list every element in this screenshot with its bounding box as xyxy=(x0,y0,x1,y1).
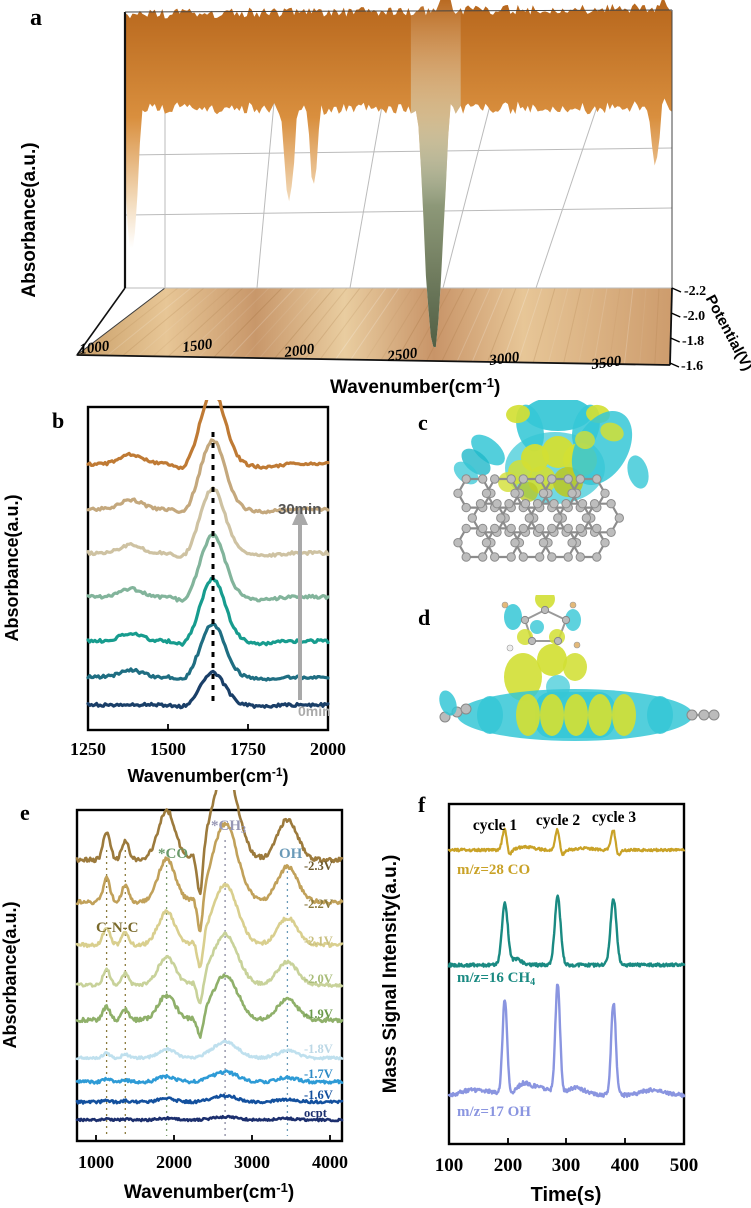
svg-text:-2.1V: -2.1V xyxy=(304,934,333,948)
svg-text:300: 300 xyxy=(552,1155,581,1176)
svg-text:-2.0: -2.0 xyxy=(683,309,705,324)
svg-text:f: f xyxy=(418,792,426,817)
svg-text:-1.7V: -1.7V xyxy=(304,1067,333,1081)
svg-text:-1.8: -1.8 xyxy=(682,334,704,349)
svg-text:b: b xyxy=(52,408,64,433)
svg-text:cycle 3: cycle 3 xyxy=(592,809,637,826)
svg-text:-1.9V: -1.9V xyxy=(304,1007,333,1021)
svg-text:a: a xyxy=(30,5,42,31)
svg-text:Absorbance(a.u.): Absorbance(a.u.) xyxy=(19,142,40,297)
svg-text:1500: 1500 xyxy=(150,739,186,759)
svg-text:m/z=17 OH: m/z=17 OH xyxy=(457,1104,531,1120)
svg-text:30min: 30min xyxy=(278,501,321,518)
svg-text:Potential(V): Potential(V) xyxy=(702,292,751,374)
svg-text:1250: 1250 xyxy=(70,739,106,759)
svg-text:2500: 2500 xyxy=(386,345,419,365)
svg-text:m/z=28 CO: m/z=28 CO xyxy=(457,862,530,878)
svg-text:-2.2: -2.2 xyxy=(684,284,706,299)
svg-text:m/z=16 CH4: m/z=16 CH4 xyxy=(457,970,535,988)
svg-text:Absorbance(a.u.): Absorbance(a.u.) xyxy=(2,494,22,641)
svg-text:400: 400 xyxy=(611,1155,640,1176)
svg-text:4000: 4000 xyxy=(312,1152,348,1172)
svg-text:1750: 1750 xyxy=(230,739,266,759)
svg-text:ocpt: ocpt xyxy=(304,1106,328,1120)
svg-text:cycle 1: cycle 1 xyxy=(473,817,517,834)
svg-text:C-N-C: C-N-C xyxy=(96,920,139,936)
svg-text:500: 500 xyxy=(670,1155,699,1176)
svg-text:e: e xyxy=(20,800,30,825)
svg-text:c: c xyxy=(418,410,428,435)
svg-text:OH: OH xyxy=(279,846,303,862)
svg-text:-1.6: -1.6 xyxy=(681,359,703,374)
svg-text:2000: 2000 xyxy=(310,739,346,759)
svg-text:1000: 1000 xyxy=(78,1152,114,1172)
svg-text:100: 100 xyxy=(435,1155,464,1176)
svg-text:Wavenumber(cm-1): Wavenumber(cm-1) xyxy=(127,765,288,786)
svg-text:Mass Signal Intensity(a.u.): Mass Signal Intensity(a.u.) xyxy=(380,855,401,1094)
svg-text:3500: 3500 xyxy=(590,353,623,373)
svg-text:-1.8V: -1.8V xyxy=(304,1042,333,1056)
svg-text:200: 200 xyxy=(494,1155,523,1176)
svg-text:Wavenumber(cm-1): Wavenumber(cm-1) xyxy=(330,375,500,398)
svg-text:d: d xyxy=(418,605,430,630)
svg-text:0min: 0min xyxy=(298,703,331,719)
svg-text:Absorbance(a.u.): Absorbance(a.u.) xyxy=(0,901,20,1048)
svg-text:*CO: *CO xyxy=(158,846,188,862)
svg-text:Time(s): Time(s) xyxy=(531,1184,602,1206)
svg-text:2000: 2000 xyxy=(156,1152,192,1172)
svg-text:-2.3V: -2.3V xyxy=(304,859,333,873)
svg-text:-2.0V: -2.0V xyxy=(304,972,333,986)
svg-text:-2.2V: -2.2V xyxy=(304,897,333,911)
svg-text:3000: 3000 xyxy=(234,1152,270,1172)
svg-text:*CH3: *CH3 xyxy=(211,818,246,836)
svg-text:-1.6V: -1.6V xyxy=(304,1088,333,1102)
svg-text:cycle 2: cycle 2 xyxy=(536,812,581,829)
svg-text:Wavenumber(cm-1): Wavenumber(cm-1) xyxy=(124,1180,294,1203)
svg-text:3000: 3000 xyxy=(488,349,521,369)
